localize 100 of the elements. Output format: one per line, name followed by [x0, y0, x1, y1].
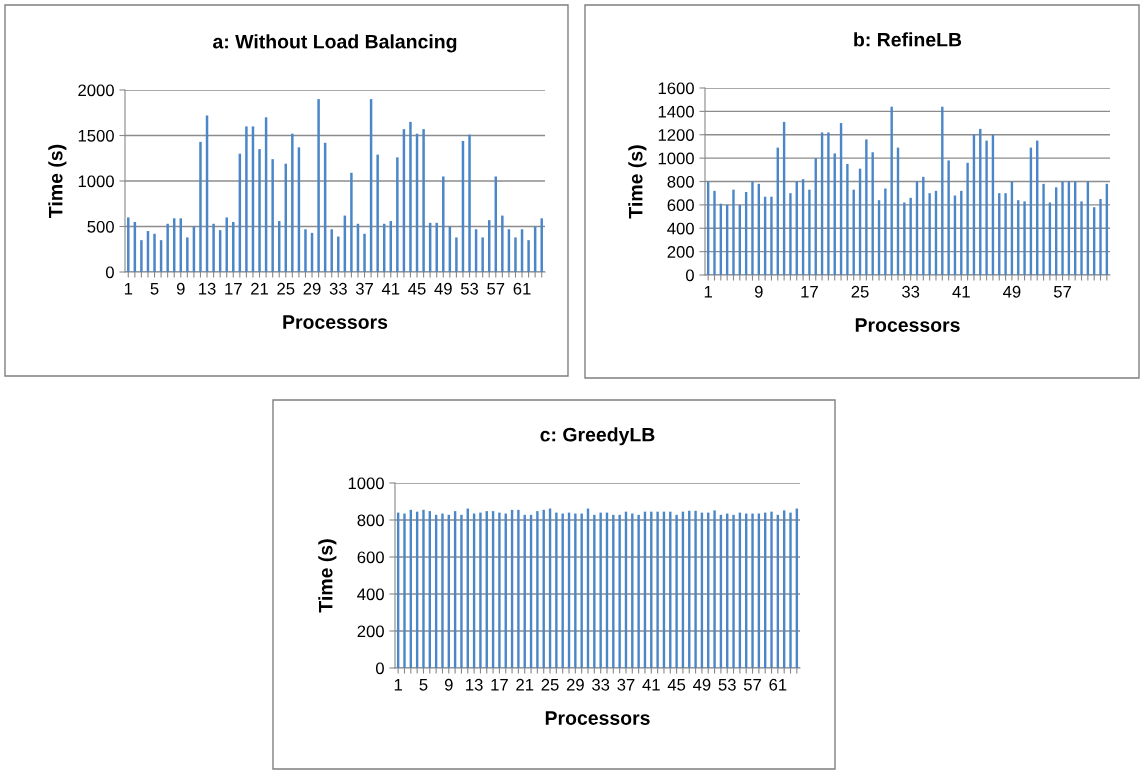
x-tick-label: 45: [408, 283, 426, 295]
bar: [501, 215, 504, 272]
y-tick-label: 400: [667, 222, 694, 235]
bar: [245, 126, 248, 272]
x-tick-label: 33: [329, 282, 347, 295]
bar: [909, 197, 912, 275]
x-tick-label: 21: [516, 678, 534, 691]
bar: [199, 141, 202, 272]
bar: [922, 176, 925, 275]
x-tick-label: 57: [743, 679, 761, 691]
bar: [941, 106, 944, 275]
x-tick-label: 17: [801, 286, 818, 298]
bar: [865, 139, 868, 275]
x-tick-label: 9: [754, 285, 763, 298]
bar: [846, 163, 849, 275]
x-tick-label: 53: [460, 282, 479, 295]
bar: [789, 512, 792, 668]
x-axis-title: Processors: [855, 318, 960, 332]
x-tick-label: 41: [381, 283, 400, 295]
bar: [127, 217, 130, 272]
bar: [455, 237, 458, 272]
bar: [460, 514, 463, 668]
y-tick-label: 2000: [78, 84, 114, 97]
bar: [291, 133, 294, 272]
bar: [593, 514, 596, 668]
y-tick-label: 1600: [658, 82, 694, 95]
bar: [186, 237, 189, 272]
bar: [713, 190, 716, 275]
bar: [540, 218, 543, 272]
x-tick-label: 29: [303, 282, 321, 295]
bar: [442, 176, 445, 272]
bar: [1080, 201, 1083, 275]
y-tick-label: 1000: [78, 175, 114, 188]
x-tick-label: 41: [642, 679, 660, 691]
bar: [751, 181, 754, 275]
y-tick-label: 600: [357, 551, 384, 564]
y-tick-label: 1500: [78, 129, 114, 142]
bar: [422, 129, 425, 272]
x-tick-label: 33: [902, 285, 920, 298]
bar: [409, 121, 412, 272]
x-tick-label: 25: [851, 285, 869, 298]
bar: [376, 154, 379, 272]
y-tick-label: 0: [685, 269, 694, 282]
bar: [304, 229, 307, 272]
bar: [1004, 193, 1007, 275]
bar: [890, 106, 893, 275]
bar: [903, 202, 906, 275]
y-tick-label: 1400: [658, 105, 694, 118]
bar: [808, 189, 811, 275]
y-tick-label: 400: [357, 588, 384, 601]
bar: [536, 511, 539, 668]
bar: [631, 513, 634, 668]
bar: [637, 514, 640, 668]
x-tick-label: 49: [693, 678, 711, 691]
x-tick-label: 49: [434, 282, 452, 295]
bar: [770, 511, 773, 668]
bar: [527, 240, 530, 272]
x-tick-label: 25: [277, 282, 295, 295]
bar: [1099, 199, 1102, 275]
x-tick-label: 41: [952, 286, 970, 298]
chart-title: a: Without Load Balancing: [213, 34, 457, 53]
y-tick-label: 0: [375, 662, 384, 675]
bar: [985, 140, 988, 275]
bar: [153, 233, 156, 272]
bar: [468, 134, 471, 272]
x-tick-label: 37: [355, 282, 373, 295]
x-tick-label: 13: [199, 282, 216, 295]
bar: [166, 223, 169, 272]
bar: [232, 221, 235, 272]
x-tick-label: 49: [1003, 285, 1021, 298]
bar: [580, 513, 583, 668]
bar: [732, 189, 735, 275]
bar: [751, 513, 754, 668]
bar: [435, 222, 438, 272]
x-tick-label: 5: [419, 679, 428, 691]
x-tick-label: 25: [541, 678, 559, 691]
bar: [225, 217, 228, 272]
bar: [618, 514, 621, 668]
x-tick-label: 33: [592, 678, 610, 691]
y-tick-label: 500: [87, 220, 114, 233]
chart-title: b: RefineLB: [854, 32, 962, 47]
y-axis-title: Time (s): [48, 144, 67, 218]
bar: [713, 510, 716, 668]
bar: [330, 229, 333, 272]
bar: [928, 193, 931, 275]
x-tick-label: 1: [124, 283, 133, 295]
bar: [555, 512, 558, 668]
bar: [140, 240, 143, 272]
bar: [871, 152, 874, 275]
bar: [732, 514, 735, 668]
x-tick-label: 9: [444, 678, 453, 691]
bar: [561, 513, 564, 668]
bar: [441, 513, 444, 668]
x-tick-label: 45: [667, 679, 686, 691]
x-tick-label: 61: [769, 678, 787, 691]
y-axis-title: Time (s): [318, 539, 337, 613]
bar: [789, 193, 792, 275]
bar: [498, 512, 501, 668]
bar: [694, 510, 697, 668]
y-tick-label: 800: [667, 175, 694, 188]
